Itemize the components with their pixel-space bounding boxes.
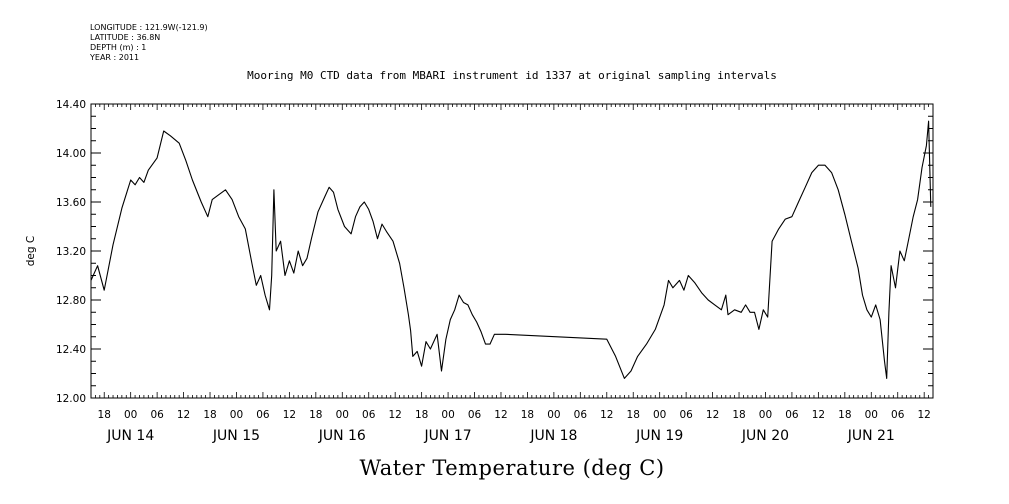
x-tick-label: 00 — [441, 409, 454, 421]
x-tick-label: 06 — [891, 409, 905, 421]
x-tick-label: 18 — [203, 409, 216, 421]
x-tick-label: 06 — [679, 409, 693, 421]
x-tick-label: 18 — [98, 409, 111, 421]
x-tick-label: 06 — [468, 409, 482, 421]
x-tick-label: 18 — [415, 409, 428, 421]
x-tick-label: 12 — [494, 409, 507, 421]
y-axis: 12.00 12.40 12.80 13.20 13.60 14.00 14.40 — [56, 99, 933, 405]
x-tick-label: 00 — [759, 409, 772, 421]
x-tick-label: 06 — [362, 409, 376, 421]
x-tick-label: 00 — [336, 409, 349, 421]
x-tick-label: 00 — [124, 409, 137, 421]
plot-area — [90, 120, 932, 379]
meta-latitude: LATITUDE : 36.8N — [90, 33, 160, 42]
day-label: JUN 18 — [529, 428, 577, 444]
chart-title: Mooring M0 CTD data from MBARI instrumen… — [247, 69, 777, 82]
meta-block: LONGITUDE : 121.9W(-121.9) LATITUDE : 36… — [89, 23, 208, 62]
x-tick-label: 18 — [627, 409, 640, 421]
meta-longitude: LONGITUDE : 121.9W(-121.9) — [90, 23, 208, 32]
day-label: JUN 15 — [212, 428, 260, 444]
y-tick-label: 14.00 — [56, 148, 86, 160]
x-tick-label: 18 — [732, 409, 745, 421]
x-axis-label: Water Temperature (deg C) — [359, 456, 664, 480]
x-tick-label: 18 — [309, 409, 322, 421]
x-tick-label: 18 — [521, 409, 534, 421]
day-label: JUN 17 — [424, 428, 472, 444]
x-tick-label: 12 — [177, 409, 190, 421]
day-label: JUN 14 — [106, 428, 154, 444]
plot-frame — [90, 103, 934, 399]
x-tick-label: 06 — [785, 409, 799, 421]
day-label: JUN 19 — [635, 428, 683, 444]
x-axis: 18 00 06 12 18 00 06 12 18 00 06 12 18 00 06 12 18 00 06 12… — [90, 104, 934, 444]
x-tick-label: 00 — [865, 409, 878, 421]
x-tick-label: 18 — [838, 409, 851, 421]
y-tick-label: 13.20 — [56, 246, 86, 258]
day-label: JUN 21 — [847, 428, 895, 444]
x-tick-label: 12 — [283, 409, 296, 421]
x-tick-label: 00 — [547, 409, 560, 421]
day-label: JUN 20 — [741, 428, 789, 444]
meta-year: YEAR : 2011 — [89, 53, 139, 62]
x-tick-label: 12 — [600, 409, 613, 421]
y-axis-label: deg C — [25, 236, 37, 266]
y-tick-label: 12.80 — [56, 295, 86, 307]
x-tick-label: 12 — [706, 409, 719, 421]
meta-depth: DEPTH (m) : 1 — [90, 43, 146, 52]
day-label: JUN 16 — [318, 428, 366, 444]
x-tick-label: 06 — [256, 409, 270, 421]
y-tick-label: 12.40 — [56, 344, 86, 356]
x-tick-label: 12 — [388, 409, 401, 421]
x-tick-label: 12 — [917, 409, 930, 421]
x-tick-label: 00 — [653, 409, 666, 421]
y-tick-label: 14.40 — [56, 99, 86, 111]
y-tick-label: 12.00 — [56, 393, 86, 405]
x-tick-label: 06 — [150, 409, 164, 421]
series-line — [90, 120, 932, 379]
x-tick-label: 12 — [812, 409, 825, 421]
y-tick-label: 13.60 — [56, 197, 86, 209]
x-tick-label: 06 — [574, 409, 588, 421]
x-tick-label: 00 — [230, 409, 243, 421]
